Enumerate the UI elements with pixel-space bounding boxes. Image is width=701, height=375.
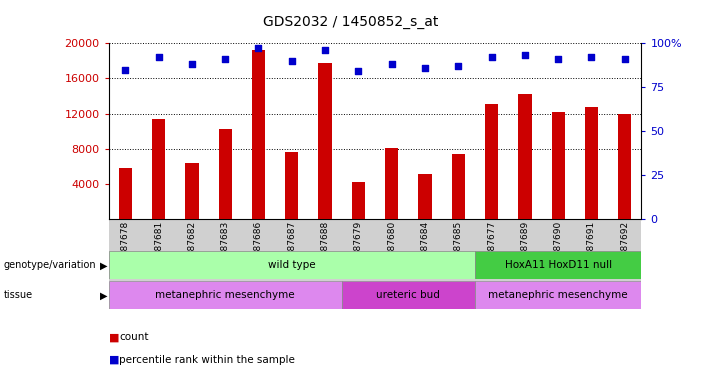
- Bar: [552, 112, 565, 219]
- Bar: [418, 174, 432, 219]
- Point: [153, 54, 164, 60]
- Bar: [252, 50, 265, 219]
- Point: [519, 53, 531, 58]
- Point: [219, 56, 231, 62]
- Bar: [451, 154, 465, 219]
- Point: [186, 61, 198, 67]
- Text: GDS2032 / 1450852_s_at: GDS2032 / 1450852_s_at: [263, 15, 438, 29]
- Text: ■: ■: [109, 333, 119, 342]
- Bar: [118, 168, 132, 219]
- Text: count: count: [119, 333, 149, 342]
- Text: ▶: ▶: [100, 290, 107, 300]
- Point: [320, 47, 331, 53]
- Bar: [109, 281, 342, 309]
- Bar: [518, 94, 531, 219]
- Bar: [318, 63, 332, 219]
- Text: ■: ■: [109, 355, 119, 365]
- Bar: [618, 114, 632, 219]
- Point: [120, 67, 131, 73]
- Text: metanephric mesenchyme: metanephric mesenchyme: [156, 290, 295, 300]
- Point: [353, 68, 364, 74]
- Point: [453, 63, 464, 69]
- Text: tissue: tissue: [4, 290, 33, 300]
- Bar: [185, 163, 198, 219]
- Bar: [152, 119, 165, 219]
- Text: genotype/variation: genotype/variation: [4, 260, 96, 270]
- Point: [552, 56, 564, 62]
- Text: metanephric mesenchyme: metanephric mesenchyme: [489, 290, 628, 300]
- Point: [486, 54, 497, 60]
- Point: [619, 56, 630, 62]
- Point: [419, 65, 430, 71]
- Text: percentile rank within the sample: percentile rank within the sample: [119, 355, 295, 365]
- Bar: [475, 251, 641, 279]
- Bar: [352, 182, 365, 219]
- Bar: [475, 281, 641, 309]
- Bar: [342, 281, 475, 309]
- Text: ureteric bud: ureteric bud: [376, 290, 440, 300]
- Text: HoxA11 HoxD11 null: HoxA11 HoxD11 null: [505, 260, 612, 270]
- Bar: [585, 106, 598, 219]
- Bar: [109, 251, 475, 279]
- Point: [386, 61, 397, 67]
- Bar: [285, 152, 299, 219]
- Text: ▶: ▶: [100, 260, 107, 270]
- Point: [286, 58, 297, 64]
- Bar: [485, 104, 498, 219]
- Bar: [219, 129, 232, 219]
- Point: [586, 54, 597, 60]
- Point: [253, 45, 264, 51]
- Bar: [385, 148, 398, 219]
- Text: wild type: wild type: [268, 260, 315, 270]
